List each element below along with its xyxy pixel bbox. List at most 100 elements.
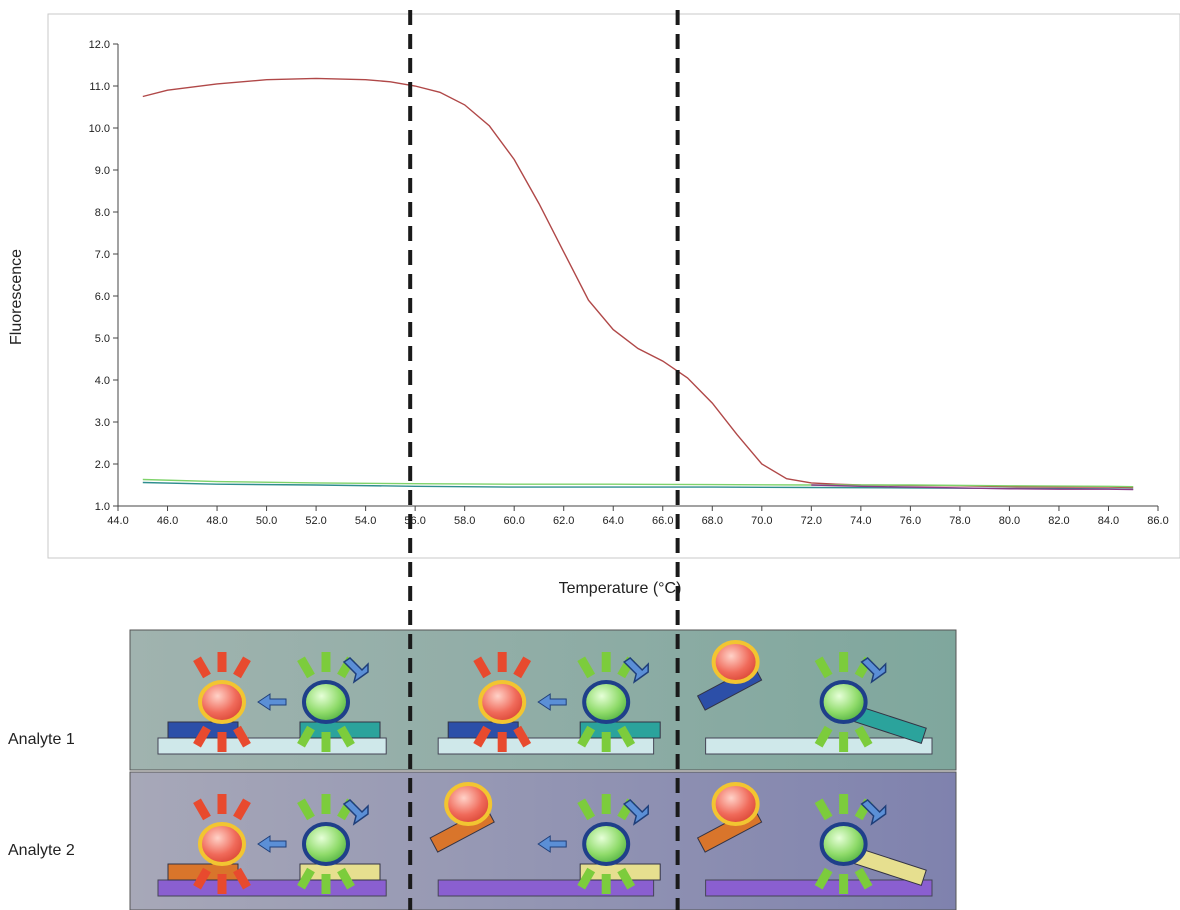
acceptor-fluorophore bbox=[582, 680, 631, 724]
acceptor-emission-ray bbox=[814, 798, 833, 821]
x-tick-label: 66.0 bbox=[652, 515, 673, 527]
donor-emission-ray bbox=[193, 725, 211, 748]
y-tick-label: 11.0 bbox=[89, 81, 110, 93]
acceptor-emission-ray bbox=[297, 725, 315, 748]
x-tick-label: 50.0 bbox=[256, 515, 277, 527]
x-tick-label: 58.0 bbox=[454, 515, 475, 527]
x-tick-label: 56.0 bbox=[404, 515, 425, 527]
donor-fluorophore bbox=[198, 822, 246, 866]
x-tick-label: 60.0 bbox=[503, 515, 524, 527]
donor-fluorophore bbox=[711, 782, 760, 826]
schematic-cell bbox=[696, 640, 933, 755]
x-tick-label: 46.0 bbox=[157, 515, 178, 527]
donor-emission-ray bbox=[233, 656, 251, 679]
donor-emission-ray bbox=[513, 725, 532, 748]
acceptor-emission-ray bbox=[617, 867, 636, 890]
excitation-arrow bbox=[860, 799, 887, 826]
acceptor-emission-ray bbox=[297, 867, 315, 890]
x-tick-label: 82.0 bbox=[1048, 515, 1069, 527]
excitation-arrow bbox=[342, 657, 369, 684]
target-strand bbox=[437, 879, 655, 897]
donor-emission-ray bbox=[233, 725, 251, 748]
schematic-cell bbox=[157, 794, 387, 897]
donor-emission-ray bbox=[473, 656, 492, 679]
y-tick-label: 3.0 bbox=[95, 417, 110, 429]
schematic-cell bbox=[437, 652, 661, 755]
y-tick-label: 6.0 bbox=[95, 291, 110, 303]
schematic-cell bbox=[157, 652, 387, 755]
x-tick-label: 54.0 bbox=[355, 515, 376, 527]
x-tick-label: 48.0 bbox=[206, 515, 227, 527]
x-tick-label: 76.0 bbox=[900, 515, 921, 527]
y-tick-label: 8.0 bbox=[95, 207, 110, 219]
acceptor-emission-ray bbox=[337, 725, 355, 748]
acceptor-emission-ray bbox=[854, 867, 873, 890]
acceptor-emission-ray bbox=[297, 656, 315, 679]
schematic-cell bbox=[696, 782, 933, 897]
x-tick-label: 72.0 bbox=[801, 515, 822, 527]
plot-frame bbox=[47, 13, 1180, 559]
x-tick-label: 62.0 bbox=[553, 515, 574, 527]
energy-transfer-arrow bbox=[257, 693, 287, 711]
donor-fluorophore bbox=[198, 680, 246, 724]
excitation-arrow bbox=[342, 799, 369, 826]
donor-emission-ray bbox=[193, 798, 211, 821]
acceptor-fluorophore bbox=[582, 822, 631, 866]
y-tick-label: 12.0 bbox=[89, 39, 110, 51]
acceptor-emission-ray bbox=[814, 656, 833, 679]
donor-emission-ray bbox=[193, 656, 211, 679]
y-tick-label: 10.0 bbox=[89, 123, 110, 135]
x-tick-label: 70.0 bbox=[751, 515, 772, 527]
acceptor-emission-ray bbox=[337, 867, 355, 890]
schematic-cell bbox=[429, 782, 661, 897]
analyte-2-label: Analyte 2 bbox=[8, 842, 75, 859]
donor-emission-ray bbox=[513, 656, 532, 679]
donor-emission-ray bbox=[233, 798, 251, 821]
donor-fluorophore bbox=[711, 640, 760, 684]
y-tick-label: 5.0 bbox=[95, 333, 110, 345]
acceptor-emission-ray bbox=[617, 725, 636, 748]
y-tick-label: 2.0 bbox=[95, 459, 110, 471]
acceptor-emission-ray bbox=[297, 798, 315, 821]
acceptor-fluorophore bbox=[819, 680, 868, 724]
acceptor-emission-ray bbox=[814, 867, 833, 890]
energy-transfer-arrow bbox=[257, 835, 287, 853]
x-tick-label: 64.0 bbox=[603, 515, 624, 527]
excitation-arrow bbox=[623, 799, 649, 826]
x-tick-label: 78.0 bbox=[949, 515, 970, 527]
x-tick-label: 44.0 bbox=[107, 515, 128, 527]
y-tick-label: 4.0 bbox=[95, 375, 110, 387]
acceptor-fluorophore bbox=[302, 680, 350, 724]
acceptor-fluorophore bbox=[302, 822, 350, 866]
excitation-arrow bbox=[623, 657, 649, 684]
analyte-1-label: Analyte 1 bbox=[8, 731, 75, 748]
acceptor-emission-ray bbox=[577, 656, 596, 679]
x-tick-label: 52.0 bbox=[305, 515, 326, 527]
energy-transfer-arrow bbox=[537, 835, 567, 853]
energy-transfer-arrow bbox=[537, 693, 567, 711]
y-tick-label: 7.0 bbox=[95, 249, 110, 261]
excitation-arrow bbox=[860, 657, 887, 684]
x-tick-label: 84.0 bbox=[1098, 515, 1119, 527]
acceptor-fluorophore bbox=[819, 822, 868, 866]
donor-fluorophore bbox=[444, 782, 493, 826]
x-tick-label: 74.0 bbox=[850, 515, 871, 527]
series-line-2 bbox=[142, 478, 1134, 488]
donor-emission-ray bbox=[233, 867, 251, 890]
target-strand bbox=[437, 737, 655, 755]
acceptor-emission-ray bbox=[577, 725, 596, 748]
x-tick-label: 68.0 bbox=[702, 515, 723, 527]
series-line-4 bbox=[811, 484, 1134, 491]
donor-fluorophore bbox=[478, 680, 527, 724]
donor-emission-ray bbox=[473, 725, 492, 748]
x-tick-label: 80.0 bbox=[999, 515, 1020, 527]
acceptor-emission-ray bbox=[577, 798, 596, 821]
acceptor-emission-ray bbox=[854, 725, 873, 748]
y-tick-label: 1.0 bbox=[95, 501, 110, 513]
x-tick-label: 86.0 bbox=[1147, 515, 1168, 527]
donor-emission-ray bbox=[193, 867, 211, 890]
x-axis-label: Temperature (°C) bbox=[558, 580, 682, 597]
y-tick-label: 9.0 bbox=[95, 165, 110, 177]
